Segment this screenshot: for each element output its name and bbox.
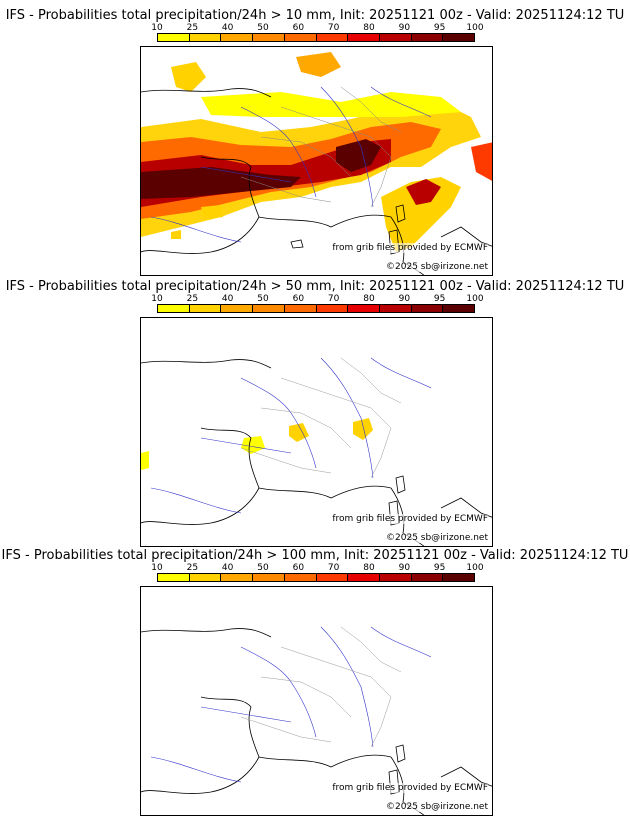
colorbar-swatch bbox=[158, 574, 190, 581]
colorbar-swatch bbox=[189, 574, 222, 581]
colorbar-tick-label: 100 bbox=[466, 294, 484, 304]
source-credit: from grib files provided by ECMWF bbox=[332, 243, 488, 253]
map-graphic bbox=[141, 52, 492, 275]
colorbar-tick-label: 100 bbox=[466, 563, 484, 573]
colorbar-tick-label: 25 bbox=[186, 23, 199, 33]
colorbar-tick-label: 80 bbox=[363, 294, 375, 304]
colorbar-swatch bbox=[379, 34, 412, 41]
colorbar-swatch bbox=[443, 305, 475, 312]
map-panel-100mm: IFS - Probabilities total precipitation/… bbox=[0, 548, 630, 823]
probability-map: from grib files provided by ECMWF ©2025 … bbox=[140, 586, 493, 816]
borders bbox=[240, 626, 402, 748]
copyright-credit: ©2025 sb@irizone.net bbox=[386, 533, 488, 543]
map-graphic bbox=[141, 357, 492, 546]
colorbar-swatch bbox=[189, 34, 222, 41]
colorbar-tick-label: 90 bbox=[398, 294, 411, 304]
colorbar: 10 25 40 50 60 70 80 90 95 100 bbox=[151, 563, 484, 587]
colorbar-swatch bbox=[443, 574, 475, 581]
colorbar-swatch bbox=[158, 34, 190, 41]
colorbar-swatch bbox=[316, 305, 349, 312]
colorbar-swatch bbox=[348, 574, 380, 581]
colorbar-swatch bbox=[189, 305, 222, 312]
colorbar-swatch bbox=[316, 574, 349, 581]
colorbar-swatch bbox=[221, 305, 254, 312]
colorbar-tick-label: 50 bbox=[257, 23, 269, 33]
colorbar-swatch bbox=[379, 305, 412, 312]
colorbar-tick-label: 90 bbox=[398, 563, 411, 573]
colorbar-swatch bbox=[411, 305, 444, 312]
colorbar-swatch bbox=[221, 34, 254, 41]
colorbar-swatch bbox=[348, 305, 380, 312]
colorbar-swatch bbox=[379, 574, 412, 581]
colorbar-tick-label: 60 bbox=[292, 294, 305, 304]
map-panel-10mm: IFS - Probabilities total precipitation/… bbox=[0, 8, 630, 278]
colorbar-swatch bbox=[158, 305, 190, 312]
colorbar-tick-label: 100 bbox=[466, 23, 484, 33]
colorbar-swatch bbox=[443, 34, 475, 41]
colorbar-tick-label: 80 bbox=[363, 563, 375, 573]
colorbar-tick-label: 60 bbox=[292, 23, 305, 33]
colorbar-swatch bbox=[284, 574, 317, 581]
copyright-credit: ©2025 sb@irizone.net bbox=[386, 802, 488, 812]
source-credit: from grib files provided by ECMWF bbox=[332, 514, 488, 524]
colorbar-tick-label: 70 bbox=[327, 563, 340, 573]
colorbar-swatch bbox=[411, 574, 444, 581]
rivers bbox=[150, 86, 432, 243]
colorbar-swatch bbox=[221, 574, 254, 581]
colorbar-tick-label: 60 bbox=[292, 563, 305, 573]
colorbar-tick-label: 10 bbox=[151, 23, 163, 33]
panel-title: IFS - Probabilities total precipitation/… bbox=[5, 279, 625, 294]
colorbar: 10 25 40 50 60 70 80 90 95 100 bbox=[151, 23, 484, 47]
colorbar-tick-label: 25 bbox=[186, 294, 199, 304]
colorbar-swatch bbox=[316, 34, 349, 41]
borders bbox=[240, 86, 402, 208]
colorbar-tick-label: 95 bbox=[433, 294, 446, 304]
map-panel-50mm: IFS - Probabilities total precipitation/… bbox=[0, 279, 630, 549]
colorbar-tick-label: 50 bbox=[257, 294, 269, 304]
precip-probability-field bbox=[141, 418, 373, 470]
colorbar-tick-label: 90 bbox=[398, 23, 411, 33]
map-graphic bbox=[141, 626, 492, 815]
colorbar-swatch bbox=[348, 34, 380, 41]
colorbar-tick-label: 70 bbox=[327, 23, 340, 33]
colorbar-tick-label: 10 bbox=[151, 294, 163, 304]
rivers bbox=[150, 626, 432, 783]
probability-map: from grib files provided by ECMWF ©2025 … bbox=[140, 317, 493, 547]
colorbar-tick-label: 40 bbox=[221, 294, 234, 304]
source-credit: from grib files provided by ECMWF bbox=[332, 783, 488, 793]
colorbar-tick-label: 25 bbox=[186, 563, 199, 573]
panel-title: IFS - Probabilities total precipitation/… bbox=[5, 8, 625, 23]
colorbar-tick-label: 40 bbox=[221, 23, 234, 33]
colorbar-swatch bbox=[284, 305, 317, 312]
colorbar-tick-label: 50 bbox=[257, 563, 269, 573]
colorbar-tick-label: 10 bbox=[151, 563, 163, 573]
copyright-credit: ©2025 sb@irizone.net bbox=[386, 262, 488, 272]
colorbar-swatch bbox=[284, 34, 317, 41]
precip-probability-field bbox=[141, 52, 492, 252]
colorbar-tick-label: 80 bbox=[363, 23, 375, 33]
rivers bbox=[150, 357, 432, 514]
colorbar-tick-label: 95 bbox=[433, 23, 446, 33]
colorbar-swatch bbox=[253, 34, 285, 41]
colorbar-tick-label: 70 bbox=[327, 294, 340, 304]
colorbar-swatch bbox=[411, 34, 444, 41]
colorbar-swatch bbox=[253, 305, 285, 312]
panel-title: IFS - Probabilities total precipitation/… bbox=[1, 548, 629, 563]
colorbar-tick-label: 95 bbox=[433, 563, 446, 573]
borders bbox=[240, 357, 402, 479]
colorbar: 10 25 40 50 60 70 80 90 95 100 bbox=[151, 294, 484, 318]
colorbar-swatch bbox=[253, 574, 285, 581]
colorbar-tick-label: 40 bbox=[221, 563, 234, 573]
probability-map: from grib files provided by ECMWF ©2025 … bbox=[140, 46, 493, 276]
